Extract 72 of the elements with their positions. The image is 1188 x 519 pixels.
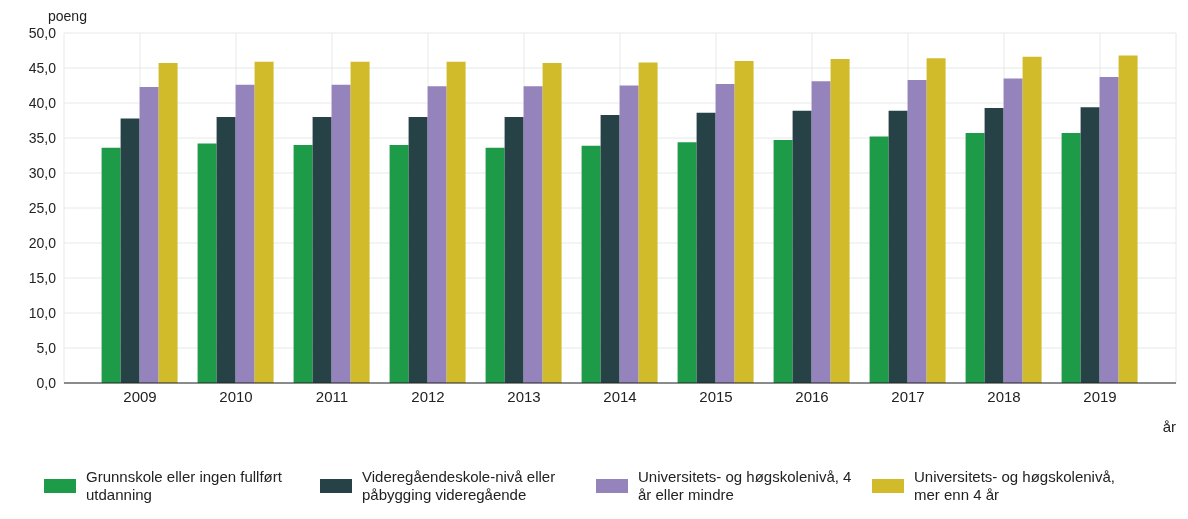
bar [389, 145, 409, 383]
legend-label: Universitets- og høgskolenivå, mer enn 4 år [914, 468, 1116, 504]
y-tick-label: 0,0 [36, 374, 57, 391]
bar [542, 63, 562, 383]
y-tick-label: 35,0 [28, 129, 57, 146]
x-tick-label: 2014 [603, 387, 637, 405]
x-tick-label: 2011 [315, 387, 349, 405]
y-axis-title: poeng [48, 8, 87, 24]
y-tick-label: 15,0 [28, 269, 57, 286]
bar [1003, 78, 1023, 383]
y-tick-label: 10,0 [28, 304, 57, 321]
bar [792, 110, 812, 383]
y-tick-label: 25,0 [28, 199, 57, 216]
bar [619, 85, 639, 383]
bar [197, 143, 217, 383]
bar [1118, 55, 1138, 383]
bar [293, 145, 313, 383]
bar [830, 58, 850, 383]
bar [408, 117, 428, 383]
bar [350, 61, 370, 383]
bar [638, 62, 658, 383]
x-tick-label: 2012 [411, 387, 445, 405]
x-tick-label: 2010 [219, 387, 253, 405]
bar [715, 84, 735, 383]
bar [869, 136, 889, 383]
y-tick-label: 40,0 [28, 94, 57, 111]
bar [235, 84, 255, 383]
x-tick-label: 2009 [123, 387, 157, 405]
bar [677, 142, 697, 383]
bar [312, 117, 332, 383]
y-tick-label: 5,0 [36, 339, 57, 356]
bar [158, 63, 178, 383]
bar [888, 110, 908, 383]
bar [600, 114, 620, 383]
bar [331, 84, 351, 383]
bar [773, 140, 793, 383]
bar [1080, 107, 1100, 383]
bar [1022, 56, 1042, 383]
legend-label: Grunnskole eller ingen fullført utdanning [86, 468, 283, 504]
bar [120, 118, 140, 383]
bar [907, 79, 927, 383]
x-tick-label: 2019 [1083, 387, 1117, 405]
y-tick-label: 20,0 [28, 234, 57, 251]
x-axis-title: år [1162, 418, 1176, 435]
bar [696, 112, 716, 383]
y-tick-label: 30,0 [28, 164, 57, 181]
bar [581, 145, 601, 383]
bar [216, 117, 236, 383]
bar [1061, 133, 1081, 383]
bar [523, 86, 543, 383]
x-tick-label: 2018 [987, 387, 1021, 405]
bar [139, 86, 159, 383]
bar [984, 107, 1004, 383]
bar [926, 58, 946, 383]
x-tick-label: 2016 [795, 387, 829, 405]
bar [101, 147, 121, 383]
x-tick-label: 2013 [507, 387, 541, 405]
bar [254, 61, 274, 383]
legend-label: Videregåendeskole-nivå eller påbygging videregående [362, 468, 557, 504]
bar [1099, 77, 1119, 383]
bar [504, 117, 524, 383]
y-tick-label: 45,0 [28, 59, 57, 76]
y-tick-label: 50,0 [28, 24, 57, 41]
bar [734, 61, 754, 383]
bar [485, 147, 505, 383]
bar [427, 86, 447, 383]
bar [446, 61, 466, 383]
x-tick-label: 2015 [699, 387, 733, 405]
bar [811, 81, 831, 383]
legend-label: Universitets- og høgskolenivå, 4 år eller mindre [638, 468, 853, 504]
x-tick-label: 2017 [891, 387, 925, 405]
bar [965, 133, 985, 383]
